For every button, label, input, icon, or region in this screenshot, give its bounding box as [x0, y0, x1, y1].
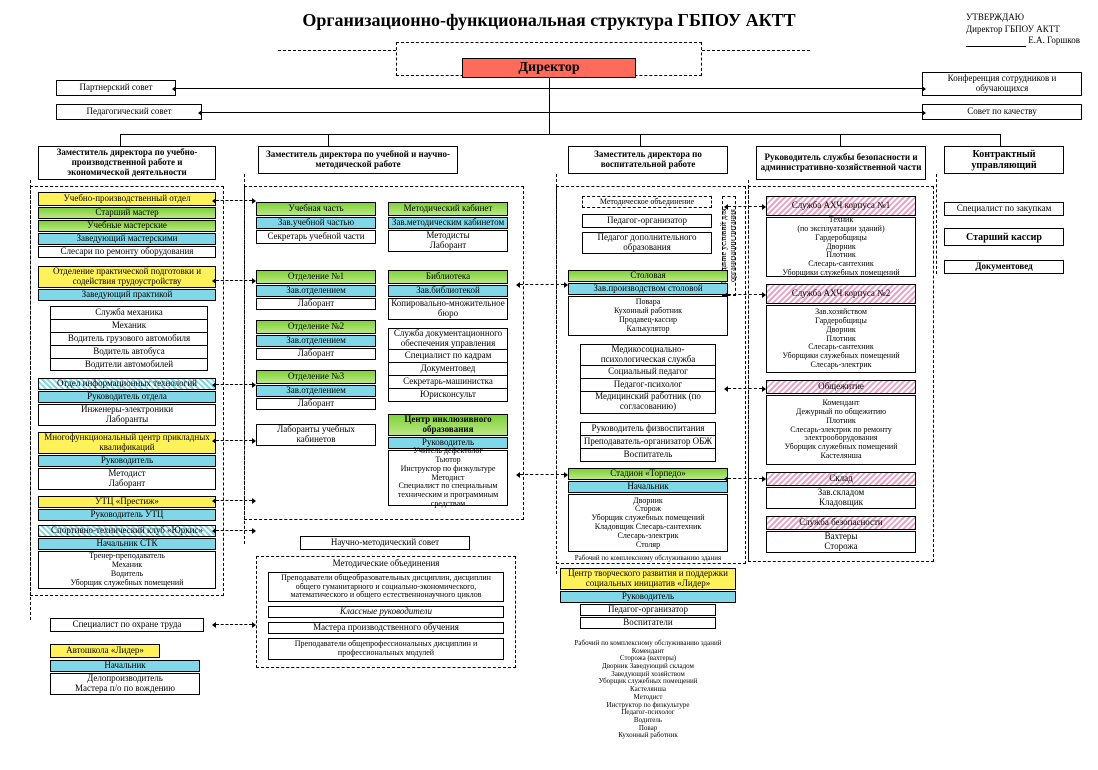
- lider-staff: Рабочий по комплексному обслуживанию зда…: [568, 630, 728, 750]
- lider-center: Центр творческого развития и поддержки с…: [560, 568, 736, 590]
- avto-staff: Делопроизводитель Мастера п/о по вождени…: [50, 673, 200, 695]
- mo-title: Методические объединения: [256, 558, 516, 568]
- lider-vosp: Воспитатели: [580, 617, 716, 629]
- director-box: Директор: [462, 58, 636, 78]
- mo3: Мастера производственного обучения: [268, 622, 504, 634]
- col3-head: Заместитель директора по воспитательной …: [568, 146, 728, 174]
- ohrana-truda: Специалист по охране труда: [50, 618, 204, 632]
- ped-council: Педагогический совет: [56, 104, 202, 120]
- col2-frame: [244, 186, 524, 520]
- col3-frame: [556, 186, 746, 564]
- avto-head: Начальник: [50, 660, 200, 672]
- mo4: Преподаватели общепрофессиональных дисци…: [268, 638, 504, 660]
- partner-council: Партнерский совет: [56, 80, 176, 96]
- lider-head: Руководитель: [560, 591, 736, 603]
- approval-block: УТВЕРЖДАЮ Директор ГБПОУ АКТТ Е.А. Горшк…: [966, 12, 1080, 47]
- quality-council: Совет по качеству: [922, 104, 1082, 120]
- col4-frame: [748, 186, 934, 562]
- col5-head: Контрактный управляющий: [944, 146, 1064, 174]
- kassir: Старший кассир: [944, 228, 1064, 246]
- avtoshkola: Автошкола «Лидер»: [50, 644, 160, 658]
- lider-ped: Педагог-организатор: [580, 604, 716, 616]
- nms: Научно-методический совет: [300, 536, 470, 550]
- approval-l2: Директор ГБПОУ АКТТ: [966, 24, 1080, 36]
- spec-zakup: Специалист по закупкам: [944, 202, 1064, 216]
- mo2: Классные руководители: [268, 606, 504, 618]
- col1-frame: [30, 186, 224, 596]
- mo1: Преподаватели общеобразовательных дисцип…: [268, 572, 504, 602]
- col4-head: Руководитель службы безопасности и админ…: [756, 146, 926, 180]
- page-title: Организационно-функциональная структура …: [0, 10, 1098, 31]
- col2-head: Заместитель директора по учебной и научн…: [258, 146, 458, 174]
- documentoved: Документовед: [944, 260, 1064, 274]
- col1-head: Заместитель директора по учебно-производ…: [38, 146, 216, 180]
- conference-box: Конференция сотрудников и обучающихся: [922, 72, 1082, 96]
- approval-l1: УТВЕРЖДАЮ: [966, 12, 1080, 24]
